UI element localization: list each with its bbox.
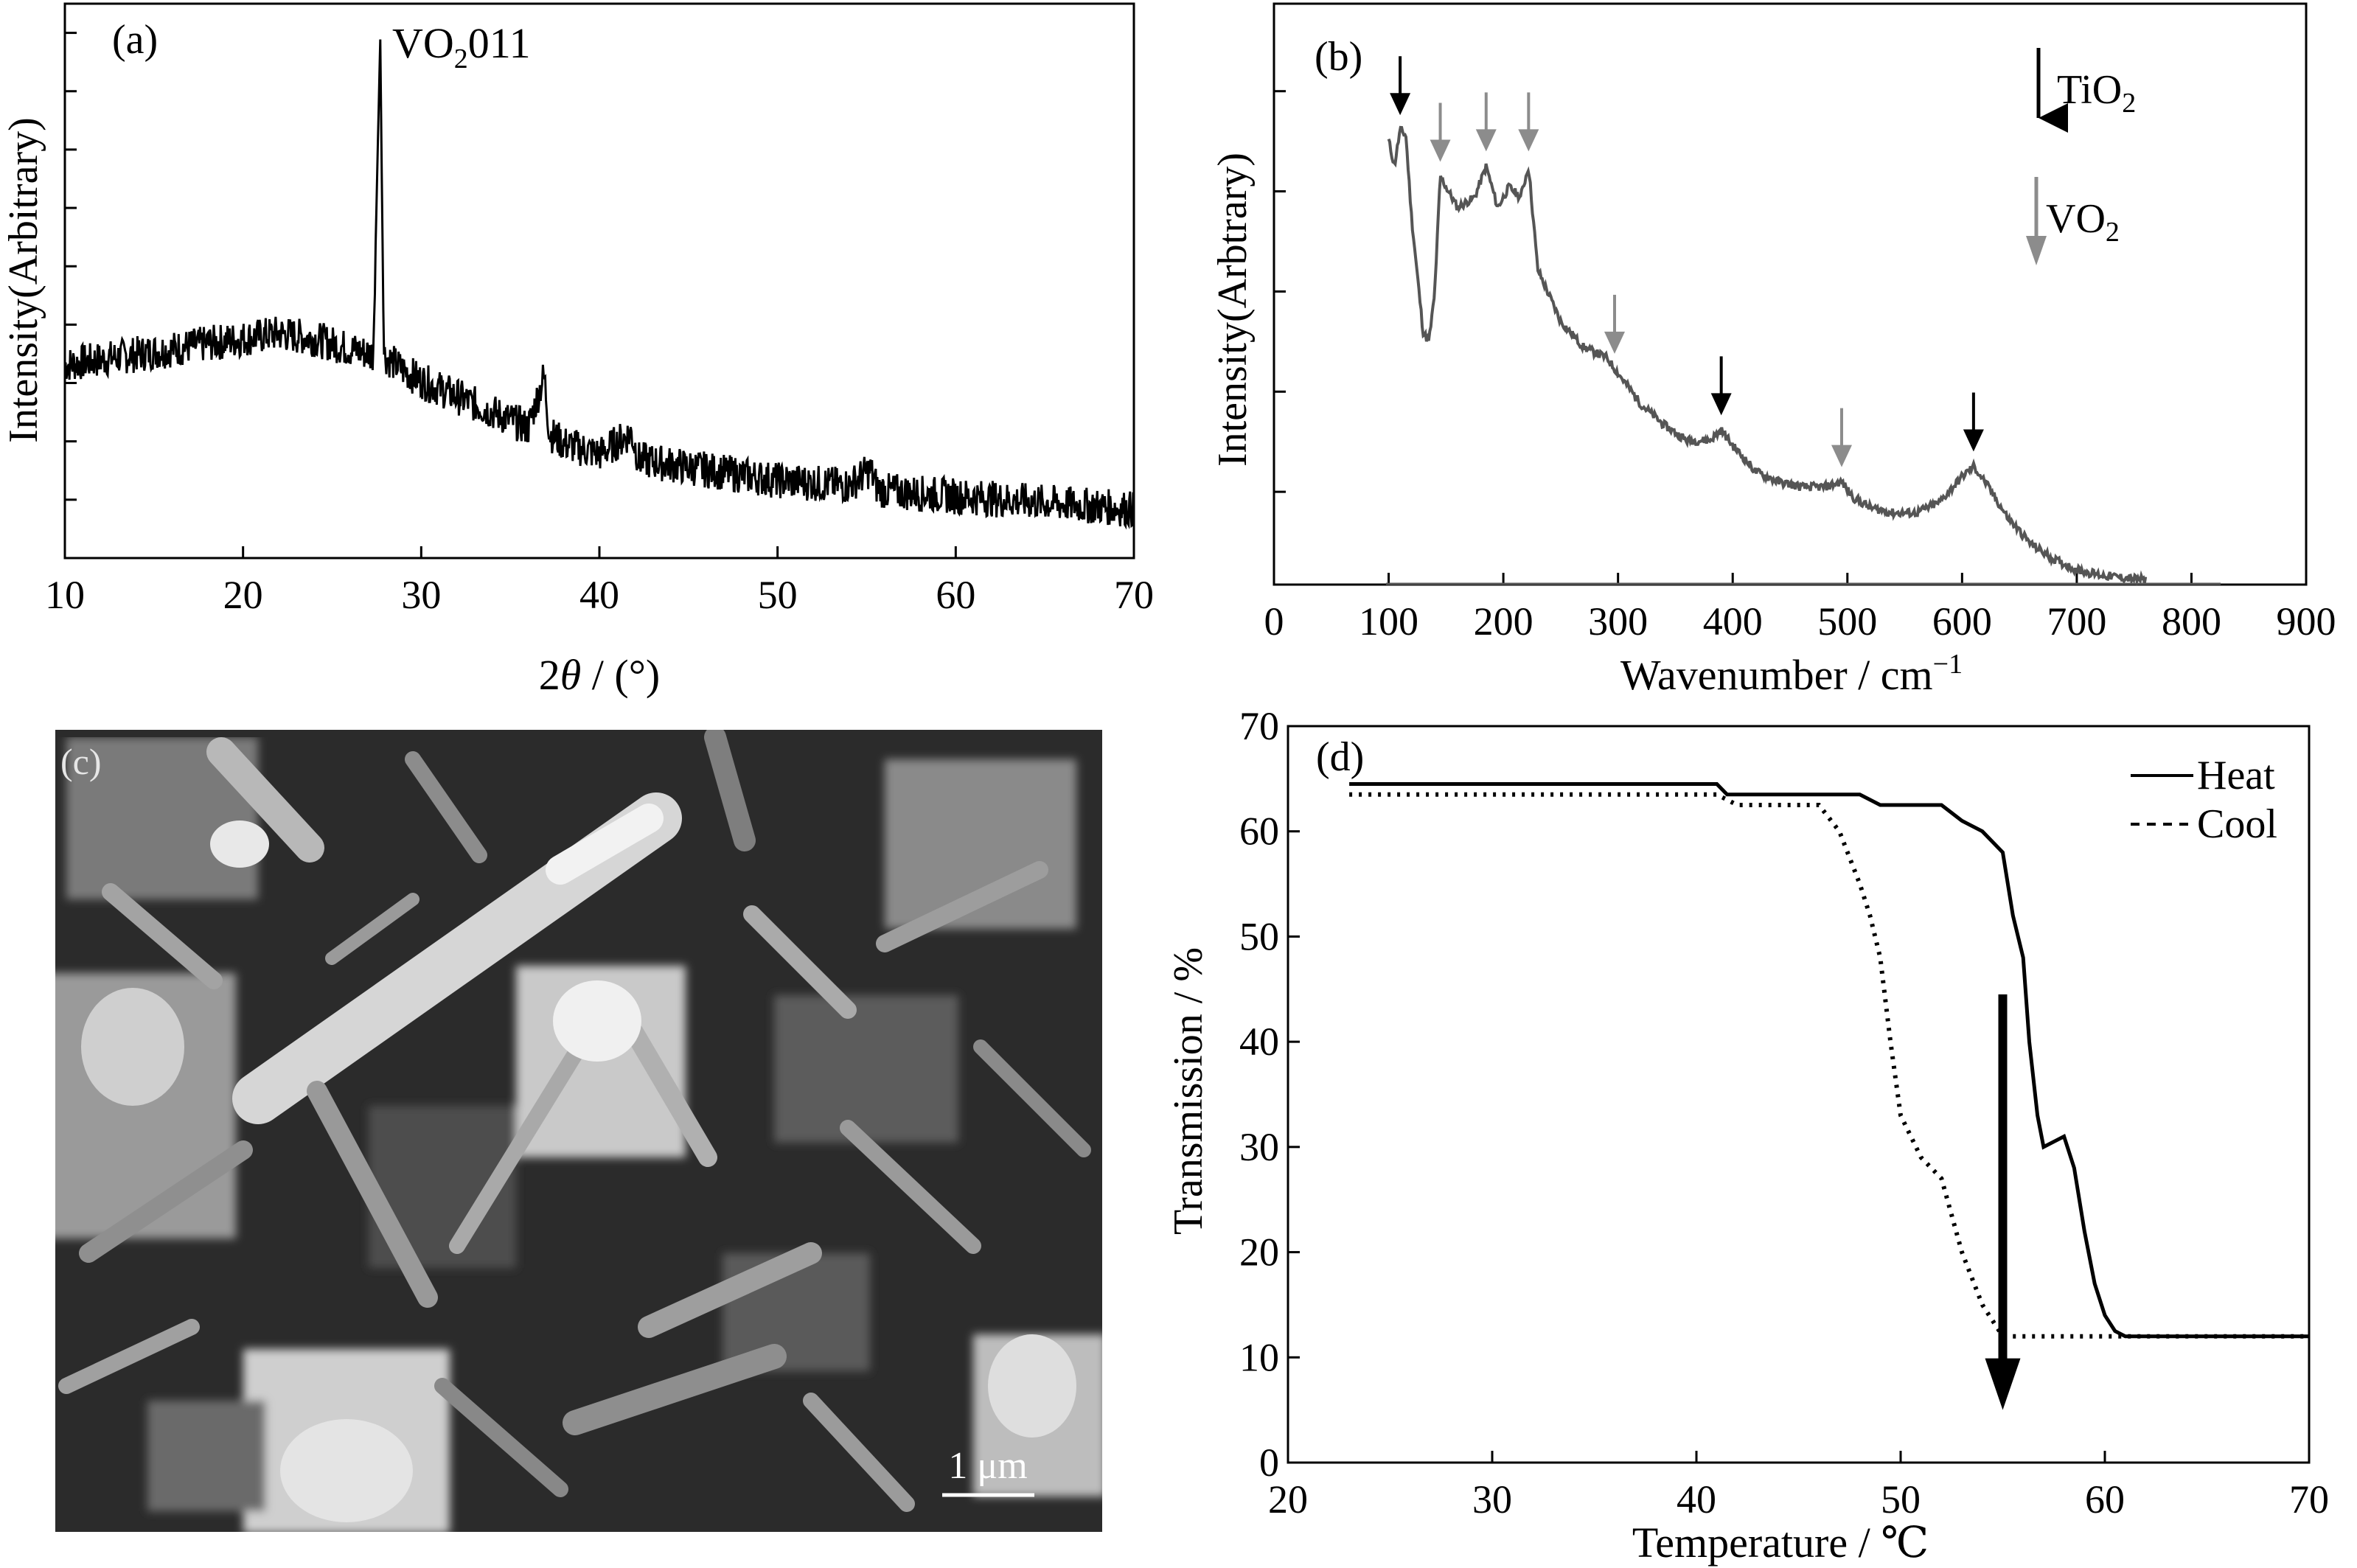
xrd-x-ticks: 10 20 30 40 50 60 70 <box>45 546 1154 617</box>
xrd-x-tick-label: 30 <box>401 573 441 617</box>
transmission-panel-label: (d) <box>1316 734 1364 780</box>
raman-legend: TiO2 VO2 <box>2026 48 2136 265</box>
raman-plot-frame <box>1272 2 2308 586</box>
sem-bright-spots <box>81 820 1076 1522</box>
legend-vo2-arrowhead <box>2026 236 2047 265</box>
xrd-x-axis-label-symbol: θ <box>560 651 582 699</box>
transmission-y-tick-label: 60 <box>1239 809 1279 854</box>
vo2-peak-arrow-head <box>1518 129 1539 152</box>
raman-x-tick-label: 900 <box>2277 599 2336 644</box>
transmission-legend: Heat Cool <box>2131 753 2277 847</box>
transmission-x-tick-label: 40 <box>1677 1477 1716 1522</box>
tio2-peak-arrow-head <box>1963 429 1984 452</box>
transmission-y-tick-label: 30 <box>1239 1125 1279 1169</box>
legend-vo2-sub: 2 <box>2106 217 2120 248</box>
sem-scale-bar-label: 1 μm <box>948 1445 1027 1487</box>
transmission-plot-frame <box>1287 725 2311 1464</box>
raman-x-tick-label: 0 <box>1264 599 1284 644</box>
sem-crystal-rods <box>58 730 1091 1512</box>
raman-x-ticks: 0 100 200 300 400 500 600 700 800 900 <box>1264 573 2336 644</box>
transmission-x-tick-label: 20 <box>1268 1477 1308 1522</box>
xrd-x-axis-label: 2θ / (°) <box>539 651 660 699</box>
legend-heat-label: Heat <box>2197 753 2275 798</box>
transmission-y-tick-label: 20 <box>1239 1230 1279 1275</box>
raman-chart: 0 100 200 300 400 500 600 700 800 900 (b) TiO2 VO… <box>1210 2 2336 699</box>
transmission-x-axis-label: Temperature / ℃ <box>1632 1519 1929 1567</box>
xrd-x-tick-label: 60 <box>936 573 975 617</box>
legend-tio2-base: TiO <box>2057 67 2122 113</box>
transmission-y-tick-label: 0 <box>1259 1440 1279 1485</box>
raman-x-axis-label: Wavenumber / cm−1 <box>1620 649 1963 699</box>
raman-x-tick-label: 700 <box>2047 599 2106 644</box>
raman-panel-label: (b) <box>1315 34 1362 80</box>
transmission-y-axis-label: Transmission / % <box>1166 947 1211 1235</box>
heat-series-line <box>1349 782 2309 1339</box>
xrd-peak-annotation-rest: 011 <box>468 19 531 67</box>
transmission-y-tick-label: 50 <box>1239 914 1279 958</box>
vo2-peak-arrow-head <box>1831 445 1852 467</box>
xrd-peak-annotation-sub: 2 <box>454 43 468 74</box>
tio2-peak-arrow-head <box>1390 93 1411 116</box>
raman-series-line <box>1387 125 2148 586</box>
transmission-x-tick-label: 70 <box>2289 1477 2329 1522</box>
sem-panel-label: (c) <box>60 741 102 782</box>
raman-x-axis-label-text: Wavenumber / cm <box>1620 651 1933 699</box>
xrd-x-tick-label: 50 <box>758 573 798 617</box>
raman-x-tick-label: 100 <box>1359 599 1418 644</box>
transition-arrow <box>1985 994 2021 1410</box>
transmission-x-tick-label: 50 <box>1881 1477 1921 1522</box>
sem-micrograph: (c) 1 μm <box>55 730 1102 1532</box>
transmission-y-ticks: 0 10 20 30 40 50 60 70 <box>1239 704 1300 1485</box>
legend-vo2-base: VO <box>2046 196 2106 242</box>
xrd-x-tick-label: 40 <box>579 573 619 617</box>
transmission-x-ticks: 20 30 40 50 60 70 <box>1268 1451 2329 1522</box>
transmission-y-tick-label: 40 <box>1239 1020 1279 1064</box>
xrd-series-line <box>63 39 1135 530</box>
xrd-x-axis-label-prefix: 2 <box>539 651 560 699</box>
xrd-x-tick-label: 10 <box>45 573 85 617</box>
xrd-peak-annotation-base: VO <box>392 19 454 67</box>
raman-y-axis-label: Intensity(Arbtrary) <box>1210 153 1256 467</box>
raman-x-tick-label: 800 <box>2162 599 2221 644</box>
transmission-x-tick-label: 60 <box>2085 1477 2125 1522</box>
xrd-x-tick-label: 70 <box>1114 573 1154 617</box>
legend-tio2-label: TiO2 <box>2057 67 2136 119</box>
xrd-chart: 10 20 30 40 50 60 70 (a) VO2011 Intensity(Arbi… <box>1 2 1154 699</box>
legend-tio2-sub: 2 <box>2122 88 2136 119</box>
xrd-y-axis-label: Intensity(Arbitrary) <box>1 117 46 443</box>
raman-x-tick-label: 400 <box>1703 599 1763 644</box>
xrd-x-axis-label-suffix: / (°) <box>581 651 660 699</box>
transmission-y-tick-label: 70 <box>1239 704 1279 748</box>
transition-arrow-head <box>1985 1358 2021 1410</box>
legend-vo2-label: VO2 <box>2046 196 2120 248</box>
xrd-plot-frame <box>63 2 1135 560</box>
xrd-y-ticks <box>65 32 77 501</box>
xrd-panel-label: (a) <box>112 17 158 63</box>
transmission-chart: 0 10 20 30 40 50 60 70 20 30 40 50 60 70 (d) Heat Co… <box>1166 704 2329 1567</box>
raman-x-tick-label: 600 <box>1932 599 1992 644</box>
transmission-x-tick-label: 30 <box>1472 1477 1512 1522</box>
raman-x-tick-label: 500 <box>1817 599 1877 644</box>
vo2-peak-arrow-head <box>1430 139 1451 162</box>
xrd-peak-annotation: VO2011 <box>392 19 531 74</box>
vo2-peak-arrow-head <box>1604 331 1625 354</box>
xrd-x-tick-label: 20 <box>223 573 263 617</box>
raman-x-tick-label: 300 <box>1588 599 1648 644</box>
transmission-y-tick-label: 10 <box>1239 1335 1279 1379</box>
vo2-peak-arrow-head <box>1475 129 1497 152</box>
raman-peak-arrows <box>1390 56 1984 467</box>
cool-series-line <box>1349 792 2309 1339</box>
raman-x-tick-label: 200 <box>1474 599 1533 644</box>
legend-cool-label: Cool <box>2197 801 2277 847</box>
raman-x-axis-label-sup: −1 <box>1933 649 1963 680</box>
tio2-peak-arrow-head <box>1710 393 1732 416</box>
raman-y-ticks <box>1274 90 1286 493</box>
